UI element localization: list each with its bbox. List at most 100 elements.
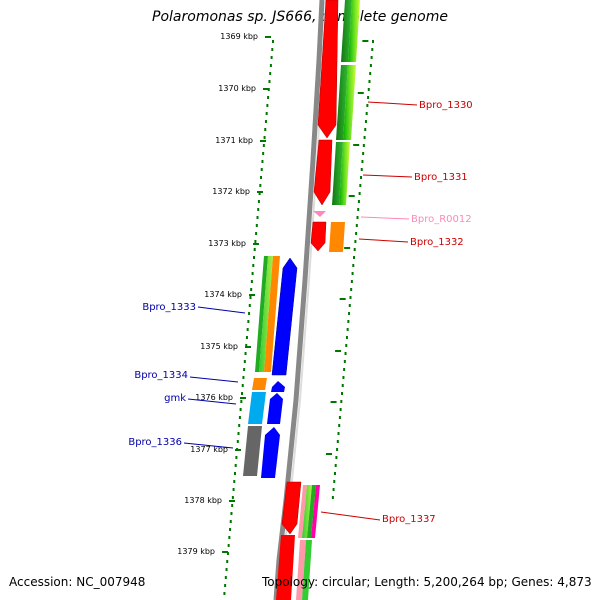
ring-dot bbox=[355, 232, 358, 235]
ring-dot bbox=[369, 64, 372, 67]
ring-dot bbox=[362, 152, 365, 155]
ring-dot bbox=[238, 424, 241, 427]
gene-label-bpro-r0012[interactable]: Bpro_R0012 bbox=[411, 214, 472, 225]
ring-dot bbox=[372, 40, 374, 43]
ring-dot bbox=[255, 224, 258, 227]
bpro-1330-bar-d bbox=[343, 65, 356, 140]
ring-dot bbox=[333, 480, 336, 483]
bpro-1332-bar bbox=[329, 222, 345, 252]
ring-dot bbox=[367, 96, 370, 99]
ring-dot bbox=[229, 520, 232, 523]
gene-label-bpro-1336[interactable]: Bpro_1336 bbox=[128, 437, 182, 448]
ring-dot bbox=[253, 248, 256, 251]
ring-dot bbox=[257, 208, 260, 211]
bpro-1331-cds bbox=[313, 139, 333, 206]
ring-dot bbox=[271, 48, 274, 51]
ring-dot bbox=[371, 48, 374, 51]
next-bar-a bbox=[296, 540, 306, 600]
ring-dot bbox=[231, 504, 234, 507]
ring-dot bbox=[247, 320, 250, 323]
ring-dot bbox=[251, 272, 254, 275]
ring-dot bbox=[337, 432, 340, 435]
gene-callout-line bbox=[367, 101, 418, 106]
ring-dot bbox=[267, 96, 270, 99]
ring-dot bbox=[358, 192, 361, 195]
ring-dot bbox=[357, 200, 360, 203]
accession-text: Accession: NC_007948 bbox=[9, 575, 146, 589]
bpro-1334-cds bbox=[271, 381, 285, 392]
ring-dot bbox=[264, 128, 267, 131]
ring-dot bbox=[270, 56, 273, 59]
ring-dot bbox=[225, 568, 228, 571]
gene-label-bpro-1330[interactable]: Bpro_1330 bbox=[419, 100, 473, 111]
bpro-r0012-rna bbox=[313, 211, 326, 217]
ring-dot bbox=[256, 216, 259, 219]
bpro-1333-bar-b bbox=[259, 256, 273, 372]
ring-dot bbox=[263, 136, 266, 139]
ring-dot bbox=[252, 256, 255, 259]
ring-dot bbox=[265, 112, 268, 115]
gene-label-bpro-1333[interactable]: Bpro_1333 bbox=[142, 302, 196, 313]
gene-label-bpro-1331[interactable]: Bpro_1331 bbox=[414, 172, 468, 183]
gene-label-bpro-1332[interactable]: Bpro_1332 bbox=[410, 237, 464, 248]
ring-dot bbox=[367, 88, 370, 91]
ring-dot bbox=[359, 184, 362, 187]
gmk-bar bbox=[248, 392, 266, 424]
ring-dot bbox=[348, 312, 351, 315]
ring-dot bbox=[268, 80, 271, 83]
ring-dot bbox=[223, 592, 226, 595]
ring-dot bbox=[242, 376, 245, 379]
ring-dot bbox=[245, 344, 248, 347]
gene-label-bpro-1337[interactable]: Bpro_1337 bbox=[382, 514, 436, 525]
bpro-1337-cds bbox=[281, 481, 302, 535]
ring-dot bbox=[243, 368, 246, 371]
bpro-1333-cds bbox=[271, 257, 298, 376]
ring-dot bbox=[331, 496, 334, 499]
ring-dot bbox=[224, 584, 227, 587]
ring-dot bbox=[334, 464, 337, 467]
ring-dot bbox=[366, 104, 369, 107]
ring-dot bbox=[234, 464, 237, 467]
ring-dot bbox=[224, 576, 227, 579]
tick-mark bbox=[257, 191, 263, 193]
ring-dot bbox=[345, 336, 348, 339]
ring-dot bbox=[342, 376, 345, 379]
ring-dot bbox=[252, 264, 255, 267]
ring-dot bbox=[365, 112, 368, 115]
ring-dot bbox=[233, 480, 236, 483]
genome-summary-text: Topology: circular; Length: 5,200,264 bp… bbox=[262, 575, 592, 589]
ring-dot bbox=[248, 304, 251, 307]
gene-callout-line bbox=[183, 442, 234, 449]
ring-dot bbox=[241, 392, 244, 395]
ring-dot bbox=[235, 456, 238, 459]
bpro-1330-cds bbox=[317, 0, 339, 139]
ring-dot bbox=[347, 320, 350, 323]
ring-dot bbox=[362, 144, 365, 147]
ring-dot bbox=[264, 120, 267, 123]
ring-dot bbox=[339, 408, 342, 411]
tick-label: 1372 kbp bbox=[212, 187, 250, 196]
tick-label: 1375 kbp bbox=[200, 342, 238, 351]
bpro-1333-bar-a bbox=[255, 256, 268, 372]
ring-dot bbox=[336, 440, 339, 443]
tick-mark bbox=[362, 40, 369, 42]
ring-dot bbox=[255, 232, 258, 235]
gene-callout-line bbox=[197, 306, 246, 314]
gene-label-gmk[interactable]: gmk bbox=[164, 393, 186, 404]
ring-dot bbox=[266, 104, 269, 107]
ring-dot bbox=[341, 384, 344, 387]
tick-mark bbox=[245, 346, 251, 348]
ring-dot bbox=[260, 176, 263, 179]
ring-dot bbox=[230, 512, 233, 515]
ring-dot bbox=[338, 424, 341, 427]
ring-dot bbox=[259, 184, 262, 187]
ring-dot bbox=[370, 56, 373, 59]
bpro-1336-bar bbox=[243, 426, 262, 476]
tick-label: 1371 kbp bbox=[215, 136, 253, 145]
ring-dot bbox=[343, 360, 346, 363]
gene-label-bpro-1334[interactable]: Bpro_1334 bbox=[134, 370, 188, 381]
ring-dot bbox=[350, 280, 353, 283]
ring-dot bbox=[272, 40, 274, 43]
ring-dot bbox=[338, 416, 341, 419]
gene-callout-line bbox=[320, 511, 381, 521]
